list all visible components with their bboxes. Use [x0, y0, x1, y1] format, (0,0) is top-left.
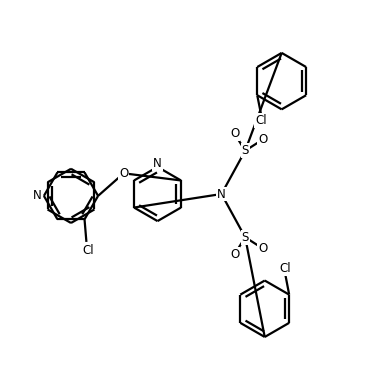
- Text: N: N: [217, 187, 226, 201]
- Text: Cl: Cl: [255, 114, 267, 127]
- Text: O: O: [119, 167, 128, 180]
- Text: O: O: [258, 242, 268, 255]
- Text: N: N: [153, 158, 162, 170]
- Text: S: S: [241, 231, 249, 244]
- Text: O: O: [230, 127, 239, 140]
- Text: S: S: [241, 144, 249, 157]
- Text: Cl: Cl: [83, 244, 94, 257]
- Text: Cl: Cl: [280, 262, 291, 275]
- Text: O: O: [258, 133, 268, 146]
- Text: O: O: [230, 248, 239, 261]
- Text: N: N: [33, 189, 42, 203]
